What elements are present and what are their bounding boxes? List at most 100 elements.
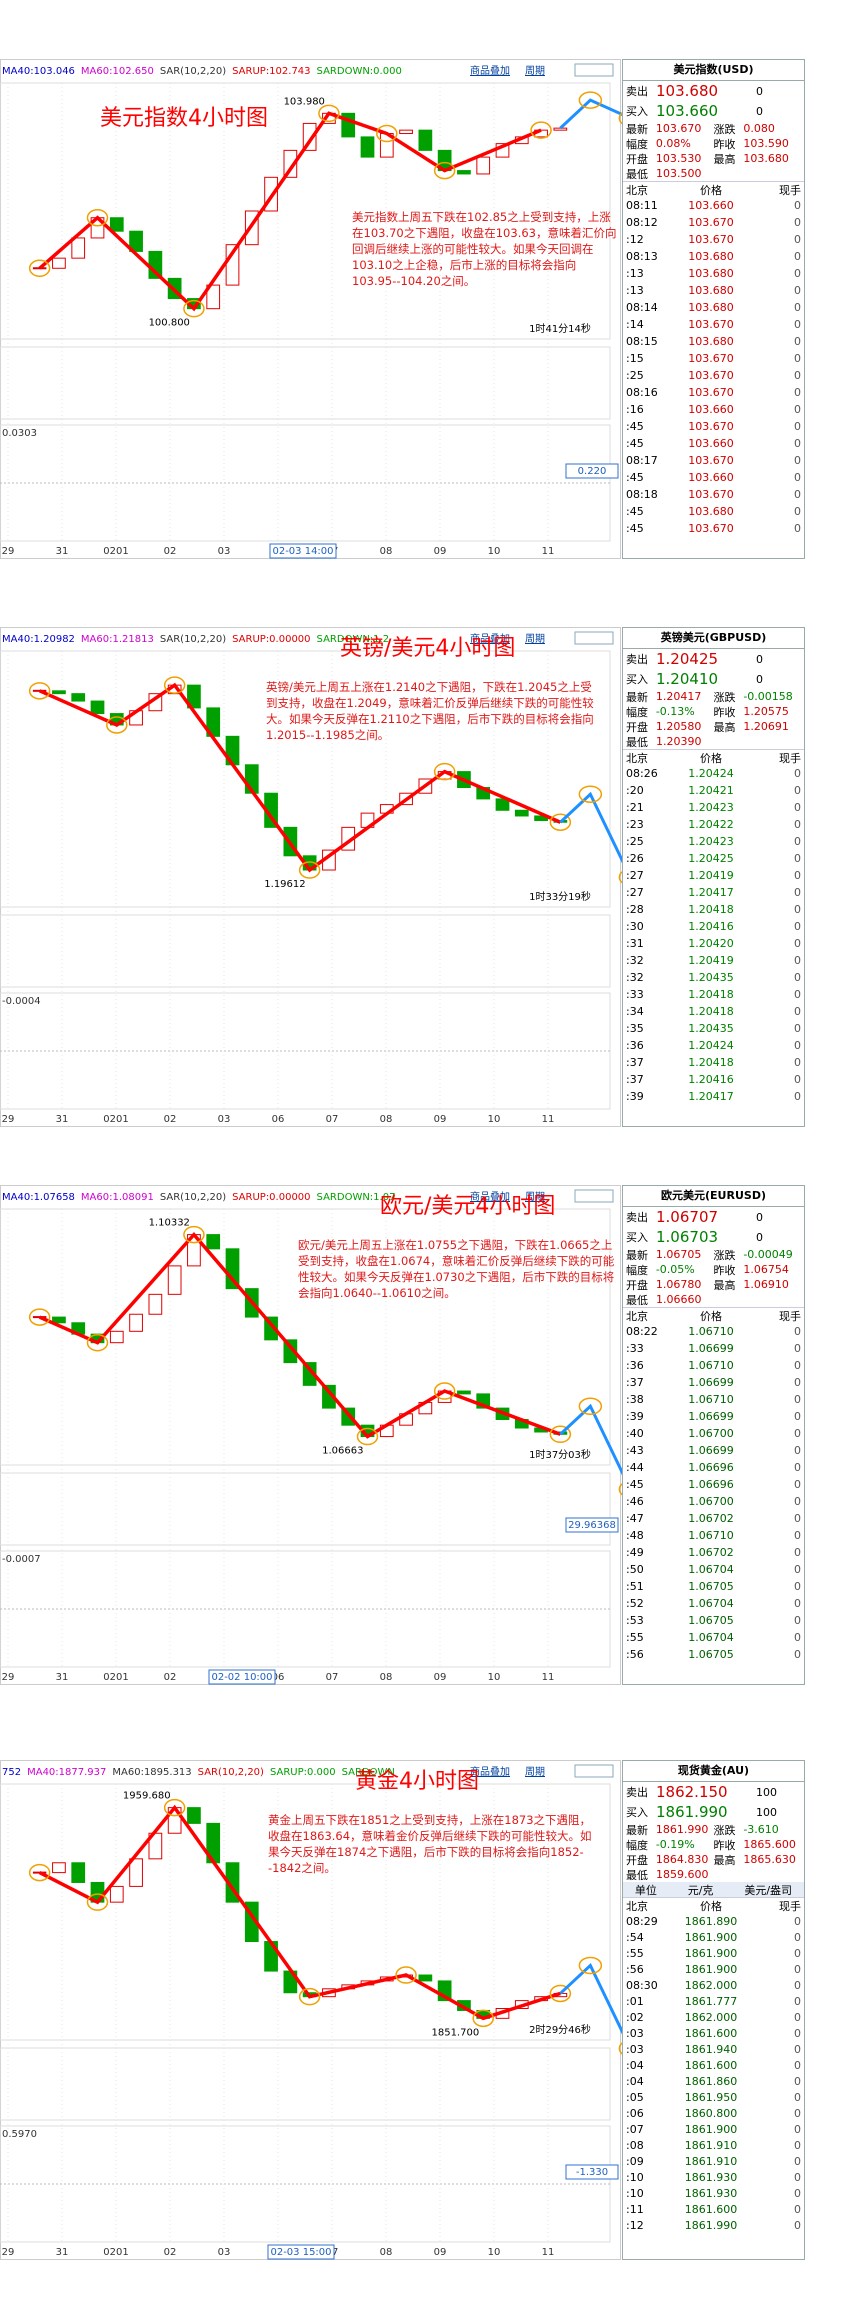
candle xyxy=(283,149,298,178)
tick-time: :52 xyxy=(626,1597,644,1610)
tick-row: :39 1.06699 0 xyxy=(623,1408,804,1425)
stat-label: 涨跌 xyxy=(713,1248,736,1262)
column-name: 北京 xyxy=(626,1309,648,1323)
tick-volume: 0 xyxy=(794,2010,801,2024)
chart: MA40:1.07658 MA60:1.08091 SAR(10,2,20) SARU… xyxy=(0,1185,622,1685)
stat-label: 最新 xyxy=(626,690,648,704)
price: 1.06703 xyxy=(656,1228,719,1246)
tick-price: 1.06702 xyxy=(688,1546,734,1559)
tick-time: :32 xyxy=(626,954,644,967)
date-box xyxy=(208,1669,276,1685)
tick-row: 08:11 103.660 0 xyxy=(623,197,804,214)
tick-time: :55 xyxy=(626,1631,644,1644)
quote-buy: 买入 1861.990 100 xyxy=(623,1802,804,1822)
tick-volume: 0 xyxy=(794,1631,801,1644)
quote-stat-row: 幅度 -0.13% 昨收 1.20575 xyxy=(623,704,804,719)
tick-time: 08:15 xyxy=(626,335,658,348)
toolbar-button: 周期 xyxy=(525,633,545,645)
annotation: 欧元/美元上周五上涨在1.0755之下遇阻，下跌在1.0665之上受到支持，收盘… xyxy=(298,1238,615,1300)
stat-label: 最新 xyxy=(626,1823,648,1837)
tick-price: 103.680 xyxy=(688,335,734,348)
tick-price: 1.06696 xyxy=(688,1478,734,1491)
pane-frame xyxy=(0,1208,611,1466)
tick-time: 08:13 xyxy=(626,250,658,263)
indicator-value: SAR(10,2,20) xyxy=(198,1767,264,1778)
quote-buy: 买入 1.06703 0 xyxy=(623,1227,804,1247)
tick-row: :13 103.680 0 xyxy=(623,265,804,282)
candle xyxy=(418,129,433,151)
toolbar-icons xyxy=(574,631,614,645)
column-name: 北京 xyxy=(626,1899,648,1913)
tick-row: :12 1861.990 0 xyxy=(623,2217,804,2233)
tick-time: :07 xyxy=(626,2122,644,2136)
stat-label: 幅度 xyxy=(626,1838,648,1852)
tick-price: 1.20419 xyxy=(688,954,734,967)
x-tick-label: 06 xyxy=(272,1114,285,1125)
tick-price: 1.20417 xyxy=(688,1090,734,1103)
quote-panel: 美元指数(USD) 卖出 103.680 0 买入 103.660 0 最新 103.670 涨跌… xyxy=(622,59,805,559)
trend-line xyxy=(38,682,562,873)
highlight-circle xyxy=(433,762,456,781)
highlight-circle xyxy=(549,1984,572,2003)
tick-volume: 0 xyxy=(794,352,801,365)
tick-volume: 0 xyxy=(794,2202,801,2216)
volume: 100 xyxy=(756,1805,777,1819)
tick-volume: 0 xyxy=(794,1461,801,1474)
highlight-circle xyxy=(183,1225,205,1244)
forecast-arrow xyxy=(559,98,622,130)
column-name: 价格 xyxy=(700,1899,722,1913)
highlight-circle xyxy=(356,1427,379,1446)
annotation: 美元指数上周五下跌在102.85之上受到支持，上涨在103.70之下遇阻，收盘在… xyxy=(352,210,617,288)
stat-value: 1.06705 xyxy=(655,1248,702,1261)
highlight-circle xyxy=(163,1798,186,1817)
tick-row: :25 1.20423 0 xyxy=(623,833,804,850)
stat-label: 最低 xyxy=(626,167,648,181)
highlight-circle xyxy=(28,1863,51,1882)
tick-price: 1.06700 xyxy=(688,1427,734,1440)
tick-time: :37 xyxy=(626,1376,644,1389)
highlight-circle xyxy=(578,1397,603,1416)
toolbar-icons xyxy=(574,1189,614,1203)
x-tick-label: 10 xyxy=(488,1114,501,1125)
candle xyxy=(52,1316,66,1324)
quote-stat-row: 开盘 1.20580 最高 1.20691 xyxy=(623,719,804,734)
tick-volume: 0 xyxy=(794,767,801,780)
tick-row: :40 1.06700 0 xyxy=(623,1425,804,1442)
tick-volume: 0 xyxy=(794,437,801,450)
tick-row: :32 1.20435 0 xyxy=(623,969,804,986)
toolbar-icons xyxy=(574,1764,614,1778)
tick-time: 08:14 xyxy=(626,301,658,314)
date-box xyxy=(267,2244,335,2260)
date-label: 02-03 14:00 xyxy=(272,546,333,557)
tick-row: 08:30 1862.000 0 xyxy=(623,1977,804,1993)
low-label: 100.800 xyxy=(149,318,190,329)
tick-row: :13 103.680 0 xyxy=(623,282,804,299)
tick-time: :37 xyxy=(626,1056,644,1069)
x-tick-label: 08 xyxy=(380,1672,393,1683)
quote-stat-row: 最新 1.20417 涨跌 -0.00158 xyxy=(623,689,804,704)
tick-price: 1.20419 xyxy=(688,869,734,882)
quote-panel: 欧元美元(EURUSD) 卖出 1.06707 0 买入 1.06703 0 最新 1.0670… xyxy=(622,1185,805,1685)
low-label: 1851.700 xyxy=(431,2027,479,2038)
tick-time: :04 xyxy=(626,2058,644,2072)
highlight-circle xyxy=(28,259,51,278)
chart: MA40:103.046 MA60:102.650 SAR(10,2,20) SARU… xyxy=(0,59,622,559)
tick-time: :45 xyxy=(626,1478,644,1491)
tick-time: :36 xyxy=(626,1039,644,1052)
highlight-circle xyxy=(618,1483,622,1496)
stat-value: 1.06780 xyxy=(655,1278,702,1291)
tick-volume: 0 xyxy=(794,1376,801,1389)
tick-volume: 0 xyxy=(794,1073,801,1086)
highlight-circle xyxy=(472,2009,494,2028)
quote-title: 欧元美元(EURUSD) xyxy=(623,1186,804,1207)
tick-price: 103.670 xyxy=(688,318,734,331)
highlight-circle xyxy=(318,104,340,123)
indicator-header: MA40:1.07658 MA60:1.08091 SAR(10,2,20) SARU… xyxy=(2,1192,395,1203)
tick-price: 1861.910 xyxy=(684,2154,738,2168)
tick-volume: 0 xyxy=(794,1359,801,1372)
tick-row: :54 1861.900 0 xyxy=(623,1929,804,1945)
tick-volume: 0 xyxy=(794,233,801,246)
quote-stat-row: 幅度 -0.19% 昨收 1865.600 xyxy=(623,1837,804,1852)
candle xyxy=(457,170,471,175)
tick-price: 103.680 xyxy=(688,301,734,314)
